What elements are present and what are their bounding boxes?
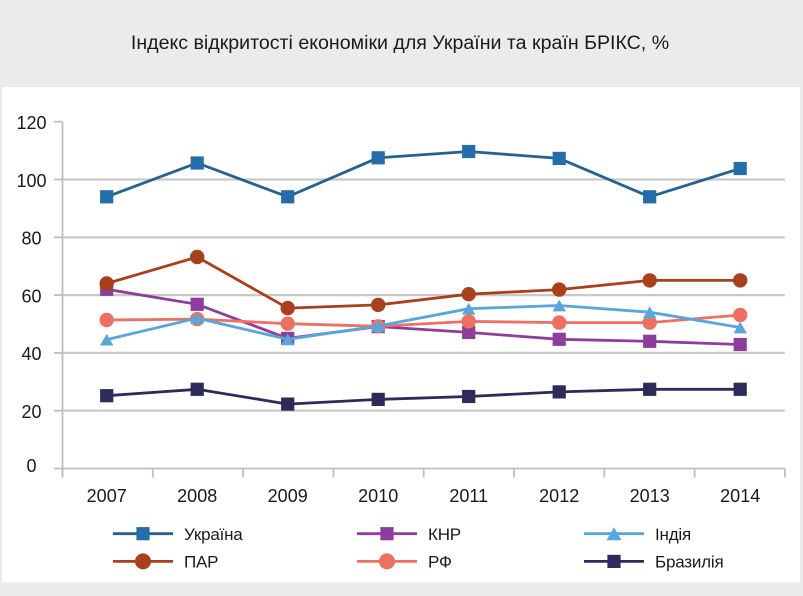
svg-text:ПАР: ПАР xyxy=(184,553,218,572)
svg-text:Індекс відкритості економіки д: Індекс відкритості економіки для України… xyxy=(131,32,669,54)
svg-text:2012: 2012 xyxy=(539,486,579,506)
svg-text:2010: 2010 xyxy=(358,486,398,506)
svg-text:Бразилія: Бразилія xyxy=(655,553,723,572)
svg-text:120: 120 xyxy=(16,113,46,133)
svg-text:РФ: РФ xyxy=(428,553,452,572)
svg-text:2007: 2007 xyxy=(87,486,127,506)
svg-text:0: 0 xyxy=(26,456,36,476)
svg-text:КНР: КНР xyxy=(428,525,461,544)
svg-text:2013: 2013 xyxy=(630,486,670,506)
svg-text:40: 40 xyxy=(21,344,41,364)
svg-text:2014: 2014 xyxy=(720,486,760,506)
svg-text:2011: 2011 xyxy=(449,486,488,506)
svg-text:80: 80 xyxy=(21,229,41,249)
svg-text:Індія: Індія xyxy=(655,525,691,544)
svg-text:20: 20 xyxy=(21,402,41,422)
svg-text:60: 60 xyxy=(21,286,41,306)
svg-text:Україна: Україна xyxy=(184,525,243,544)
svg-text:100: 100 xyxy=(16,171,46,191)
svg-text:2009: 2009 xyxy=(268,486,308,506)
svg-text:2008: 2008 xyxy=(177,486,217,506)
